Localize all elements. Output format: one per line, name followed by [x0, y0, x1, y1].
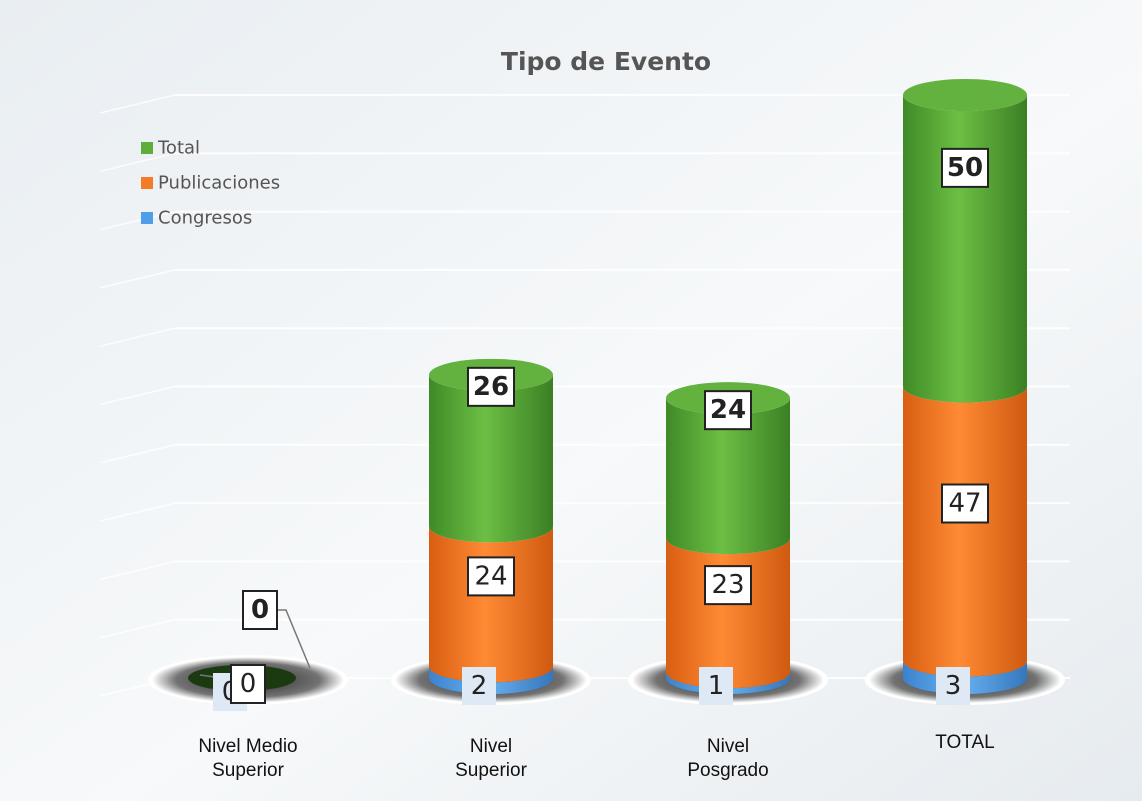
data-label-publicaciones: 47 [948, 489, 981, 519]
grid-line-depth [99, 560, 176, 581]
chart-title: Tipo de Evento [501, 47, 711, 76]
category-label: Nivel Posgrado [687, 736, 768, 781]
legend-label-total: Total [157, 138, 200, 159]
category-label: Nivel Medio Superior [198, 736, 297, 781]
bar-segment-congresos [666, 672, 790, 694]
category-label: Nivel Superior [455, 736, 527, 781]
data-label-total: 26 [473, 372, 509, 402]
legend-label-publicaciones: Publicaciones [158, 173, 280, 194]
bar-segment-total [903, 95, 1027, 403]
data-label-publicaciones: 0 [240, 669, 257, 699]
data-label-total: 0 [251, 595, 269, 625]
bar-segment-publicaciones [429, 526, 553, 683]
data-label-box-congresos [699, 667, 733, 705]
bar-top-total [903, 79, 1027, 111]
data-label-box-total [242, 590, 278, 630]
data-label-congresos: 3 [945, 671, 962, 701]
bar-segment-congresos [429, 666, 553, 694]
data-label-box-total [941, 147, 989, 188]
data-label-box-publicaciones [230, 664, 266, 704]
bar-group [628, 382, 828, 705]
grid-line-depth [99, 94, 176, 114]
data-label-box-publicaciones [467, 556, 515, 597]
data-label-box-congresos [462, 667, 496, 705]
category-labels: Nivel Medio Superior Nivel Superior Nivel Pos… [198, 732, 994, 781]
data-label-total: 24 [710, 395, 746, 425]
legend-swatch-congresos [141, 212, 153, 224]
legend: Total Publicaciones Congresos [141, 138, 280, 229]
data-label-congresos: 2 [471, 671, 488, 701]
grid-line-depth [99, 385, 176, 406]
data-label-publicaciones: 24 [474, 561, 507, 591]
bar-segment-publicaciones [666, 538, 790, 689]
data-label-box-publicaciones [941, 483, 989, 524]
grid-line-depth [99, 210, 176, 231]
grid-line-depth [99, 444, 176, 464]
data-labels: 000262422423150473 [199, 147, 989, 711]
data-label-publicaciones: 23 [711, 570, 744, 600]
grid-line-depth [99, 502, 176, 522]
bar-segment-total [429, 374, 553, 543]
legend-swatch-publicaciones [141, 177, 153, 189]
data-label-box-publicaciones [704, 565, 752, 606]
category-label: TOTAL [935, 732, 994, 753]
grid-line-depth [99, 269, 176, 289]
bars [148, 79, 1065, 710]
data-label-congresos: 1 [708, 671, 725, 701]
data-label-box-total [467, 366, 515, 407]
bar-segment-total [666, 398, 790, 555]
legend-label-congresos: Congresos [158, 208, 252, 229]
bar-segment-publicaciones [903, 386, 1027, 677]
legend-swatch-total [141, 142, 153, 154]
bar-group [391, 358, 591, 705]
data-label-box-total [704, 390, 752, 431]
data-label-total: 50 [947, 153, 983, 183]
grid-line-depth [99, 152, 176, 173]
grid-line-depth [99, 327, 176, 347]
grid-line-depth [99, 618, 176, 639]
data-label-box-congresos [936, 667, 970, 705]
